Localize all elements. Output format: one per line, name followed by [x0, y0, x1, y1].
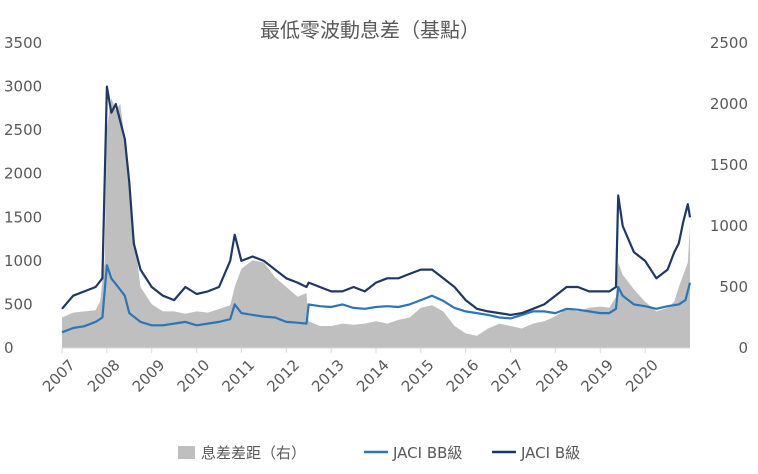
series-area-spread — [62, 97, 690, 349]
plot-area — [61, 85, 692, 349]
x-tick-label: 2017 — [488, 356, 528, 396]
y-right-tick-label: 500 — [719, 278, 748, 296]
x-tick-label: 2015 — [398, 356, 438, 396]
y-left-tick-label: 3500 — [4, 34, 42, 52]
chart-title: 最低零波動息差（基點） — [260, 18, 480, 42]
legend-label-bb: JACI BB級 — [392, 444, 462, 462]
x-tick-label: 2014 — [353, 356, 393, 396]
y-left-tick-label: 3000 — [4, 78, 42, 96]
x-tick-label: 2012 — [263, 356, 303, 396]
y-left-tick-label: 2500 — [4, 121, 42, 139]
y-left-tick-label: 1500 — [4, 208, 42, 226]
y-right-tick-label: 1000 — [710, 217, 748, 235]
x-tick-label: 2020 — [622, 356, 662, 396]
legend-swatch-spread — [178, 446, 195, 459]
legend: 息差差距（右） JACI BB級 JACI B級 — [178, 444, 580, 462]
y-left-tick-label: 0 — [4, 339, 14, 357]
y-right-tick-label: 2500 — [710, 34, 748, 52]
y-right-tick-label: 1500 — [710, 156, 748, 174]
x-tick-label: 2008 — [84, 356, 124, 396]
legend-label-spread: 息差差距（右） — [201, 444, 306, 462]
y-left-tick-label: 2000 — [4, 165, 42, 183]
y-left-tick-label: 500 — [4, 295, 33, 313]
x-tick-label: 2011 — [218, 356, 258, 396]
x-tick-label: 2016 — [443, 356, 483, 396]
legend-label-b: JACI B級 — [520, 444, 580, 462]
series-line-bb — [61, 264, 692, 334]
y-right-tick-label: 0 — [738, 339, 748, 357]
x-tick-label: 2007 — [39, 356, 79, 396]
x-tick-label: 2010 — [174, 356, 214, 396]
x-tick-label: 2013 — [308, 356, 348, 396]
y-left-tick-label: 1000 — [4, 252, 42, 270]
x-tick-label: 2018 — [532, 356, 572, 396]
series-line-b — [61, 85, 692, 316]
x-tick-label: 2019 — [577, 356, 617, 396]
x-tick-label: 2009 — [129, 356, 169, 396]
y-right-tick-label: 2000 — [710, 95, 748, 113]
